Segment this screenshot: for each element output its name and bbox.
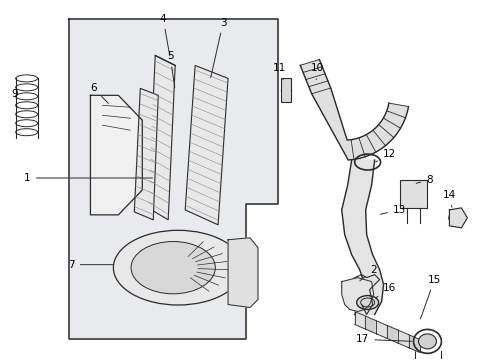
Text: 5: 5 — [167, 51, 175, 87]
Text: 10: 10 — [311, 63, 324, 80]
Polygon shape — [148, 55, 175, 220]
Polygon shape — [134, 88, 158, 220]
Text: 11: 11 — [273, 63, 287, 80]
Text: 17: 17 — [356, 334, 412, 345]
Polygon shape — [91, 95, 142, 215]
Polygon shape — [342, 278, 374, 311]
Polygon shape — [185, 66, 228, 225]
Text: 8: 8 — [416, 175, 433, 185]
Text: 2: 2 — [360, 265, 377, 281]
Polygon shape — [409, 335, 419, 352]
Polygon shape — [355, 311, 366, 329]
Bar — [399, 180, 427, 208]
Text: 15: 15 — [420, 275, 441, 319]
Polygon shape — [69, 19, 278, 339]
Text: 7: 7 — [68, 260, 113, 270]
Text: 12: 12 — [376, 149, 396, 162]
Text: 1: 1 — [24, 173, 152, 183]
Polygon shape — [366, 316, 376, 334]
Polygon shape — [398, 330, 409, 348]
Polygon shape — [387, 325, 398, 343]
Polygon shape — [342, 160, 384, 315]
Text: 3: 3 — [211, 18, 226, 78]
Ellipse shape — [113, 230, 243, 305]
Text: 13: 13 — [380, 205, 406, 215]
Polygon shape — [449, 208, 467, 228]
Polygon shape — [376, 321, 387, 338]
Bar — [281, 78, 291, 102]
Text: 6: 6 — [90, 84, 108, 103]
Polygon shape — [228, 238, 258, 307]
Text: 9: 9 — [11, 89, 18, 108]
Text: 16: 16 — [376, 283, 396, 298]
Ellipse shape — [131, 242, 215, 294]
Text: 14: 14 — [443, 190, 456, 207]
Ellipse shape — [418, 334, 437, 349]
Ellipse shape — [357, 296, 379, 310]
Text: 4: 4 — [160, 14, 170, 56]
Polygon shape — [300, 60, 409, 160]
